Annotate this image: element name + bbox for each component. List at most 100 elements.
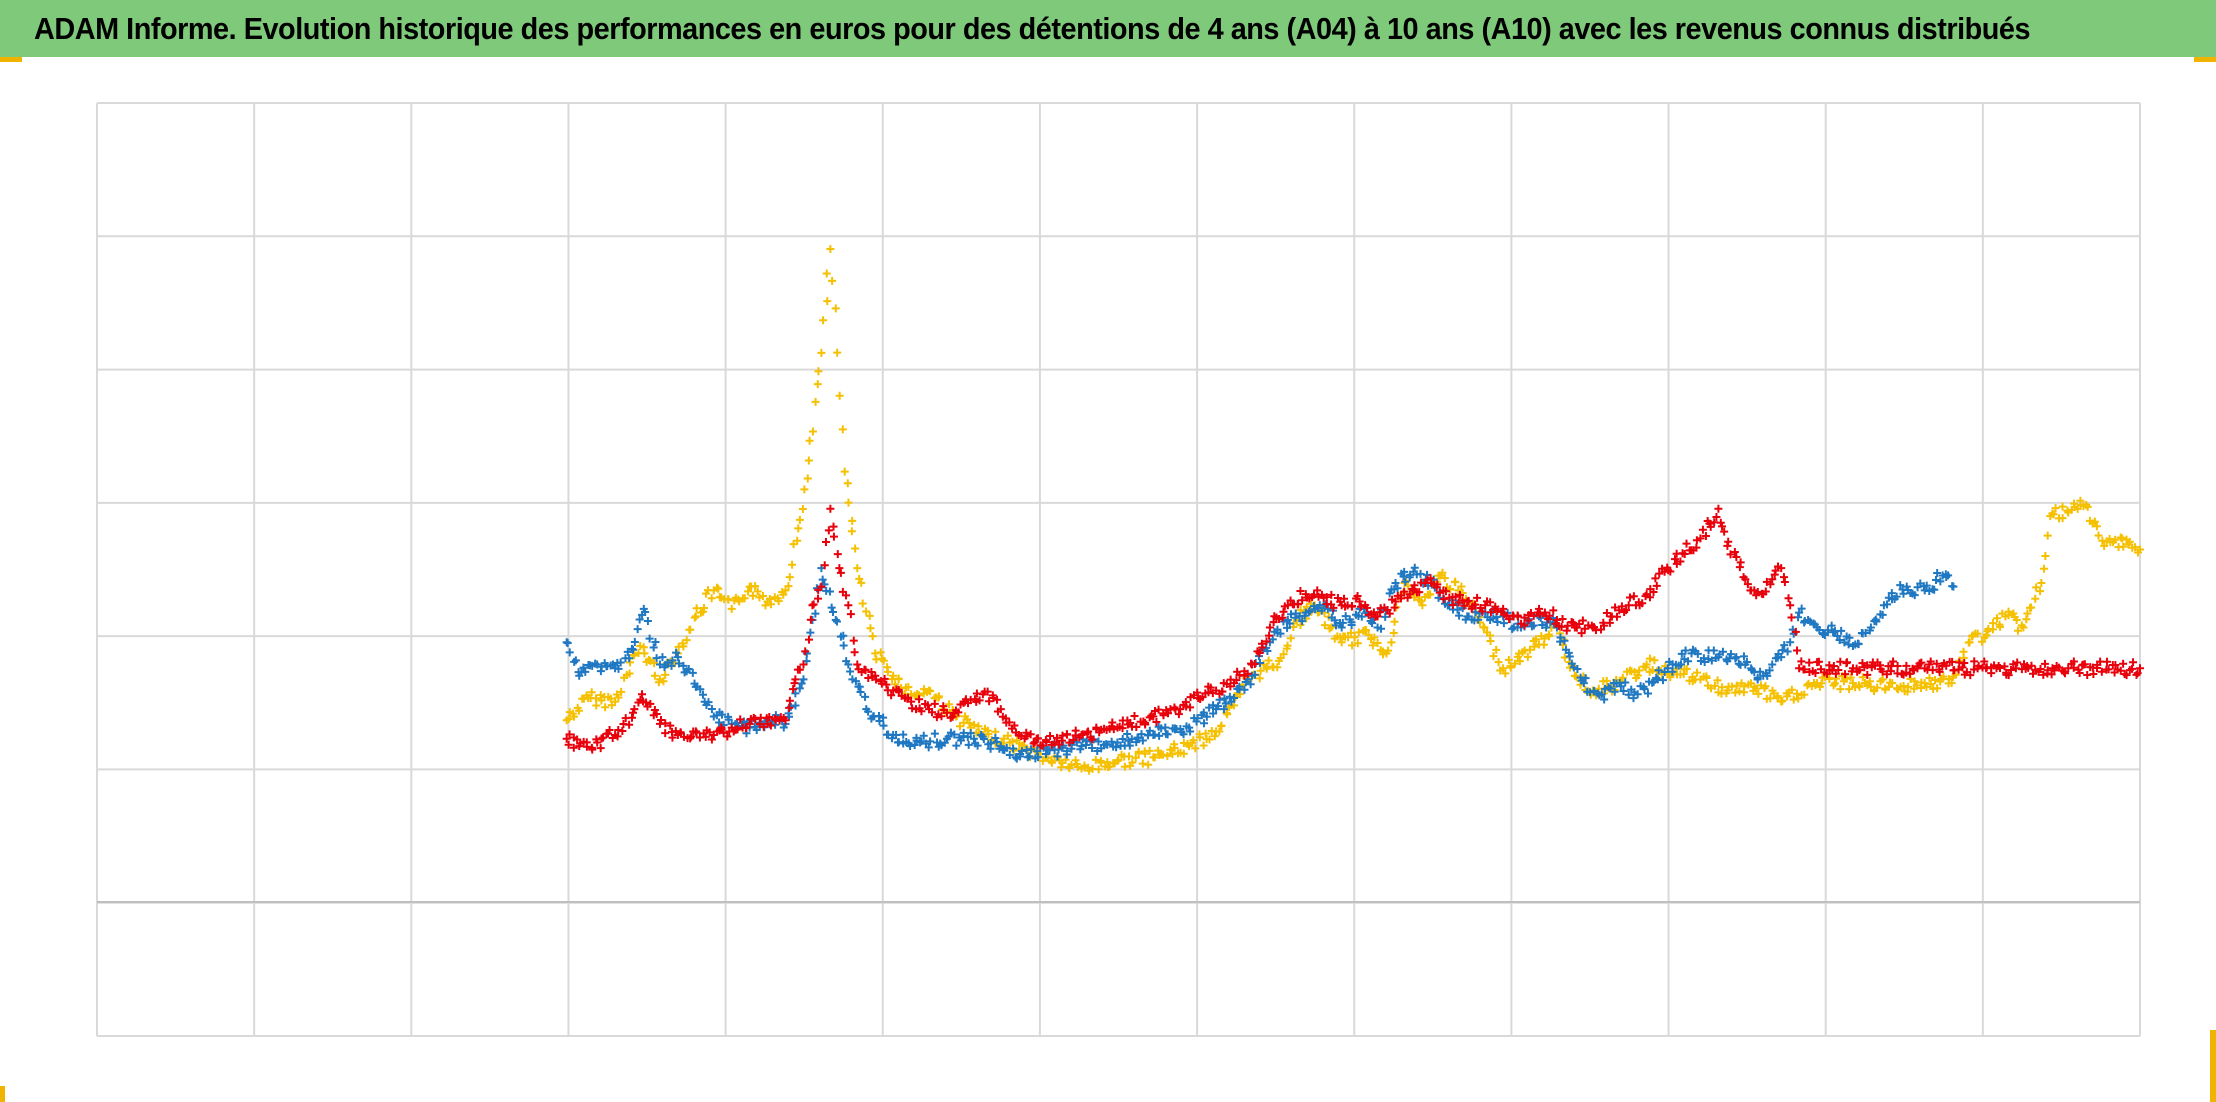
marker: [2092, 522, 2101, 531]
marker: [862, 607, 871, 616]
marker: [833, 348, 842, 357]
marker: [1670, 555, 1679, 564]
marker: [1855, 666, 1864, 675]
data-point: [1741, 575, 1750, 584]
marker: [843, 479, 852, 488]
marker: [1005, 750, 1014, 759]
marker: [1752, 684, 1761, 693]
marker: [1633, 671, 1642, 680]
marker: [766, 600, 775, 609]
marker: [1455, 611, 1464, 620]
marker: [1353, 591, 1362, 600]
marker: [1668, 667, 1677, 676]
marker: [1504, 655, 1513, 664]
marker: [1255, 648, 1264, 657]
marker: [868, 632, 877, 641]
marker: [1563, 621, 1572, 630]
marker: [1706, 522, 1715, 531]
marker: [1800, 665, 1809, 674]
series-layer: [562, 245, 2144, 775]
marker: [606, 694, 615, 703]
marker: [1817, 679, 1826, 688]
marker: [1141, 749, 1150, 758]
marker: [1094, 765, 1103, 774]
data-point: [826, 245, 835, 254]
marker: [1896, 581, 1905, 590]
marker: [1199, 708, 1208, 717]
marker: [1932, 659, 1941, 668]
marker: [1220, 694, 1229, 703]
marker: [652, 709, 661, 718]
marker: [1882, 670, 1891, 679]
marker: [1652, 581, 1661, 590]
marker: [2096, 657, 2105, 666]
marker: [1387, 638, 1396, 647]
data-point: [804, 456, 813, 465]
marker: [1720, 527, 1729, 536]
marker: [1783, 647, 1792, 656]
marker: [1473, 593, 1482, 602]
marker: [839, 641, 848, 650]
marker: [1250, 660, 1259, 669]
data-point: [593, 660, 602, 669]
data-point: [1642, 660, 1651, 669]
marker: [1125, 741, 1134, 750]
marker: [753, 587, 762, 596]
marker: [1094, 737, 1103, 746]
data-point: [727, 604, 736, 613]
marker: [1743, 580, 1752, 589]
marker: [1471, 600, 1480, 609]
marker: [748, 591, 757, 600]
marker: [1218, 687, 1227, 696]
marker: [1842, 674, 1851, 683]
marker: [1033, 734, 1042, 743]
marker: [1150, 730, 1159, 739]
marker: [2023, 609, 2032, 618]
marker: [1530, 642, 1539, 651]
marker: [1933, 568, 1942, 577]
marker: [1617, 602, 1626, 611]
marker: [983, 687, 992, 696]
marker: [1846, 673, 1855, 682]
marker: [1202, 712, 1211, 721]
data-point: [2100, 541, 2109, 550]
marker: [1256, 666, 1265, 675]
marker: [966, 729, 975, 738]
data-point: [1337, 623, 1346, 632]
marker: [650, 705, 659, 714]
marker: [801, 647, 810, 656]
marker: [1062, 730, 1071, 739]
marker: [1873, 683, 1882, 692]
marker: [2094, 531, 2103, 540]
marker: [570, 657, 579, 666]
data-point: [817, 582, 826, 591]
marker: [1433, 580, 1442, 589]
marker: [1766, 694, 1775, 703]
grid-layer: [96, 102, 2141, 1037]
marker: [1922, 682, 1931, 691]
data-point: [1535, 604, 1544, 613]
marker: [1255, 674, 1264, 683]
marker: [1286, 634, 1295, 643]
marker: [1680, 549, 1689, 558]
marker: [887, 691, 896, 700]
marker: [1861, 628, 1870, 637]
marker: [1091, 755, 1100, 764]
marker: [1181, 698, 1190, 707]
marker: [1302, 602, 1311, 611]
marker: [1346, 628, 1355, 637]
marker: [1784, 594, 1793, 603]
marker: [1163, 730, 1172, 739]
marker: [1389, 629, 1398, 638]
marker: [1654, 666, 1663, 675]
marker: [1606, 684, 1615, 693]
marker: [1305, 607, 1314, 616]
marker: [1766, 580, 1775, 589]
marker: [1125, 752, 1133, 761]
marker: [926, 737, 935, 746]
marker: [879, 713, 888, 722]
marker: [1457, 582, 1466, 591]
data-point: [1355, 597, 1364, 606]
marker: [1845, 633, 1854, 642]
marker: [950, 730, 959, 739]
